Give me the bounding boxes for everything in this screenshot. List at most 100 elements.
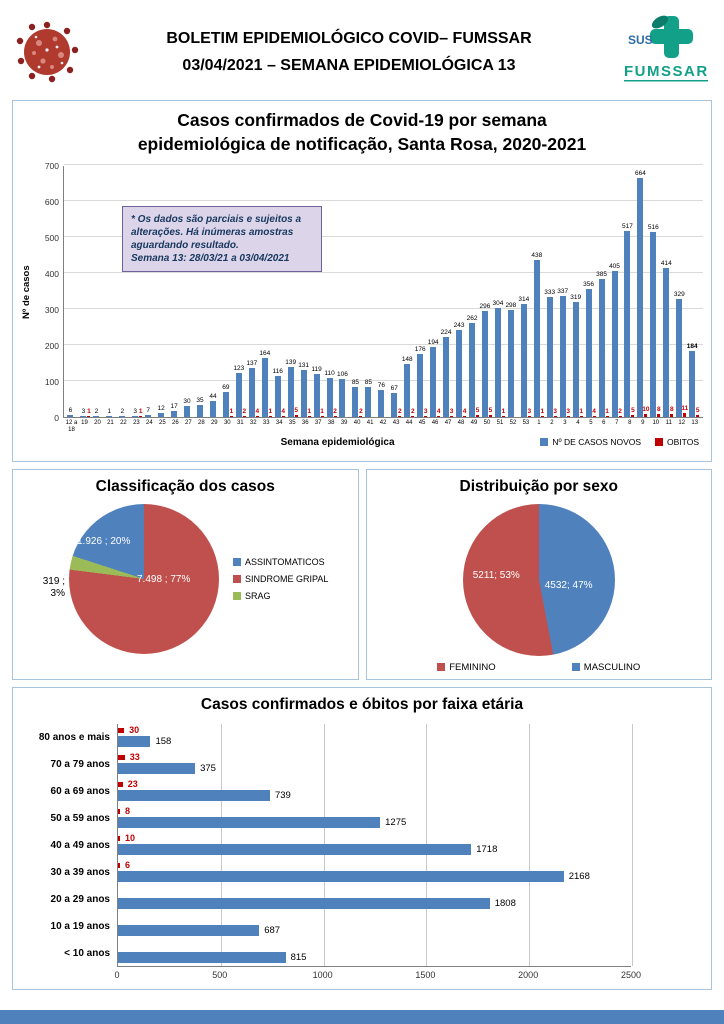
classification-pie <box>69 503 219 654</box>
case-value-label: 296 <box>479 302 491 310</box>
case-bar: 262 <box>467 315 477 418</box>
x-tick-label: 5 <box>589 420 593 427</box>
legend-item-assintomaticos: ASSINTOMATICOS <box>233 557 328 567</box>
sex-title: Distribuição por sexo <box>459 477 618 495</box>
death-value-label: 1 <box>87 408 91 416</box>
sus-logo-text: SUS <box>628 33 653 47</box>
x-tick-label: 7 <box>615 420 619 427</box>
weekly-yticks: 0 100 200 300 400 500 600 700 <box>37 161 63 423</box>
death-value-label: 1 <box>138 408 143 416</box>
y-gridline <box>64 236 703 238</box>
case-bar: 438 <box>531 252 542 418</box>
death-bar <box>118 862 120 868</box>
death-bar: 3 <box>424 408 428 418</box>
x-tick-label: 26 <box>172 420 179 427</box>
case-bar: 148 <box>402 356 413 418</box>
case-bar: 17 <box>170 403 178 418</box>
x-tick-label: 19 <box>81 420 88 427</box>
x-tick-label: 40 <box>353 420 361 427</box>
case-bar: 44 <box>209 393 217 418</box>
bar-group: 2 <box>118 166 131 418</box>
annotation-line2: alterações. Há inúmeras amostras <box>131 227 294 239</box>
death-value-label: 2 <box>397 408 402 416</box>
bar-group: 333 3 <box>544 166 558 418</box>
case-bar: 6 <box>67 407 74 418</box>
death-value-label: 4 <box>255 407 260 415</box>
case-value-label: 67 <box>390 385 398 393</box>
bar-group: 329 11 <box>674 166 688 418</box>
case-value-label: 687 <box>264 925 281 937</box>
death-value-label: 4 <box>281 407 286 415</box>
sex-pie <box>462 503 615 656</box>
y-axis-title: Nº de casos <box>21 265 32 320</box>
age-category-label: 70 a 79 anos <box>50 758 110 770</box>
case-value-label: 176 <box>414 345 426 353</box>
x-tick-label: 21 <box>107 420 114 427</box>
srag-swatch <box>233 591 241 600</box>
death-bar: 5 <box>489 407 492 418</box>
case-bar: 356 <box>583 281 594 418</box>
death-value-label: 2 <box>359 408 363 416</box>
case-bar: 516 <box>648 224 659 418</box>
bar-group: 664 10 <box>635 166 650 418</box>
age-row: 10 1718 <box>118 832 631 859</box>
case-value-label: 85 <box>364 378 373 386</box>
x-tick-label: 4 <box>576 420 580 427</box>
bar-group: 1 <box>105 166 118 418</box>
age-chart: 80 anos e mais 70 a 79 anos 60 a 69 anos 50… <box>21 723 703 983</box>
legend-item-cases: Nº DE CASOS NOVOS <box>540 437 641 447</box>
x-tick-label: 8 <box>628 420 632 427</box>
deaths-legend-label: OBITOS <box>667 436 699 447</box>
bulletin-title-line2: 03/04/2021 – SEMANA EPIDEMIOLÓGICA 13 <box>182 57 516 74</box>
age-category-label: 40 a 49 anos <box>50 839 110 851</box>
case-value-label: 1 <box>107 408 112 416</box>
age-gridline <box>632 723 633 966</box>
case-value-label: 139 <box>285 359 297 367</box>
deaths-line: 23 <box>118 779 631 789</box>
x-tick-label: 36 <box>301 420 309 427</box>
bar-group: 319 1 <box>570 166 584 418</box>
bar-group: 139 5 <box>285 166 299 418</box>
case-bar: 12 <box>158 405 165 418</box>
death-bar <box>118 727 125 733</box>
death-value-label: 6 <box>125 860 131 871</box>
death-bar: 3 <box>450 408 453 418</box>
bar-group: 17 <box>170 166 183 418</box>
bar-group: 119 1 <box>311 166 325 418</box>
fumssar-logo: SUS FUMSSAR <box>624 15 708 82</box>
classification-legend: ASSINTOMATICOS SINDROME GRIPAL SRAG <box>233 557 328 601</box>
death-bar: 2 <box>333 408 337 418</box>
case-value-label: 137 <box>246 359 258 367</box>
x-tick-label: 1500 <box>415 969 436 980</box>
x-tick-label: 22 <box>120 420 127 427</box>
case-bar: 119 <box>311 366 322 418</box>
bar-group: 517 5 <box>622 166 636 418</box>
deaths-line <box>118 888 631 897</box>
cases-line: 739 <box>118 789 631 803</box>
case-bar: 319 <box>570 294 581 418</box>
case-bar: 194 <box>428 339 439 418</box>
death-bar: 5 <box>476 407 479 418</box>
x-tick-label: 23 <box>133 420 140 427</box>
bar-group: 337 3 <box>557 166 571 418</box>
feminino-legend-label: FEMININO <box>449 661 496 673</box>
x-tick-label: 46 <box>431 420 439 427</box>
case-bar <box>118 898 490 910</box>
bar-group: 12 <box>157 166 170 418</box>
case-bar: 2 <box>119 408 126 418</box>
death-value-label: 33 <box>129 752 140 763</box>
age-category-label: < 10 anos <box>64 947 110 959</box>
deaths-line: 30 <box>118 725 631 735</box>
case-bar: 7 <box>145 407 152 418</box>
death-value-label: 8 <box>670 406 674 414</box>
x-tick-label: 43 <box>392 420 400 427</box>
bar-group: 2 <box>92 166 105 418</box>
weekly-xlabels: 12 a 18 19 20 21 22 23 24 25 26 27 28 29 30 31 32 33 34 3… <box>65 420 701 434</box>
deaths-line: 33 <box>118 752 631 763</box>
case-bar: 296 <box>480 303 490 418</box>
case-value-label: 35 <box>196 396 204 404</box>
deaths-line: 8 <box>118 806 631 816</box>
case-bar: 123 <box>233 365 244 418</box>
bar-group: 296 5 <box>480 166 494 418</box>
